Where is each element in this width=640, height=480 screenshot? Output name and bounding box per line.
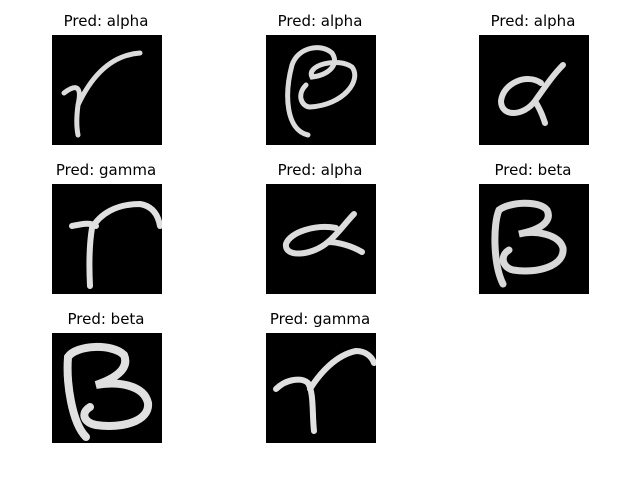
panel-6-title: Pred: beta [494, 161, 572, 179]
panel-8-image [266, 333, 376, 443]
panel-3-title: Pred: alpha [490, 12, 576, 30]
panel-5-title: Pred: alpha [277, 161, 363, 179]
panel-8-title: Pred: gamma [269, 310, 371, 328]
panel-3-image [479, 35, 589, 145]
panel-6-image [479, 184, 589, 294]
panel-4-title: Pred: gamma [55, 161, 157, 179]
panel-7-title: Pred: beta [67, 310, 145, 328]
panel-5-image [266, 184, 376, 294]
panel-2-image [266, 35, 376, 145]
panel-7-image [52, 333, 162, 443]
panel-1-image [52, 35, 162, 145]
panel-4-image [52, 184, 162, 294]
panel-1-title: Pred: alpha [63, 12, 149, 30]
panel-2-title: Pred: alpha [277, 12, 363, 30]
